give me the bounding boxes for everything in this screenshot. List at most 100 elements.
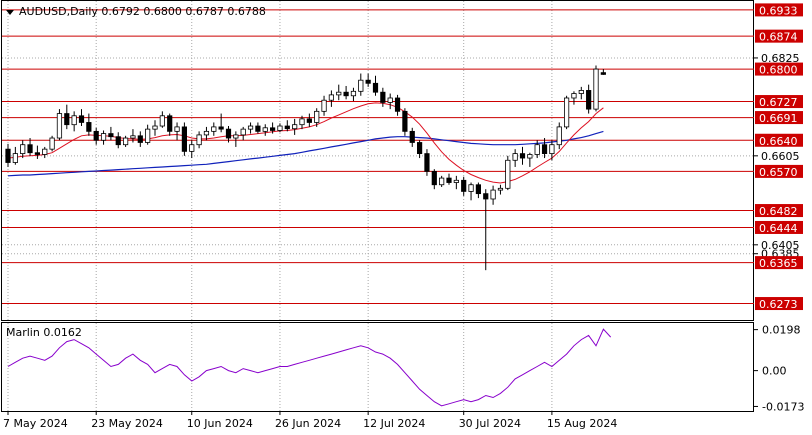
time-tick-label: 26 Jun 2024 (275, 417, 341, 430)
candle-body (34, 152, 41, 155)
level-label: 0.6874 (759, 31, 798, 44)
candle-body (292, 124, 298, 130)
candle-body (439, 177, 445, 186)
level-label: 0.6570 (759, 166, 798, 179)
candle-body (100, 133, 107, 141)
marlin-tick-label: -0.0173 (762, 400, 804, 413)
candle-body (424, 153, 430, 172)
candles (5, 65, 606, 271)
symbol-header: AUDUSD,Daily 0.6792 0.6800 0.6787 0.6788 (19, 5, 266, 18)
level-label-box (755, 111, 803, 125)
candle-body (571, 93, 577, 99)
level-label: 0.6691 (759, 112, 798, 125)
marlin-name: Marlin (6, 326, 40, 339)
candle-body (93, 130, 99, 141)
level-label-box (755, 220, 803, 234)
price-tick-label: 0.6405 (761, 239, 800, 252)
candle-body (284, 125, 290, 130)
time-tick-label: 15 Aug 2024 (547, 417, 617, 430)
level-label-box (755, 3, 803, 17)
candle-body (269, 127, 276, 131)
candle-body (336, 91, 342, 96)
candle-body (71, 115, 77, 126)
ma-fast-line (7, 102, 604, 184)
candle-body (211, 126, 217, 132)
level-label-box (755, 204, 803, 218)
time-axis: 7 May 2024 23 May 2024 10 Jun 2024 26 Jun 2… (3, 411, 617, 430)
candle-body (262, 127, 268, 132)
candle-body (174, 126, 180, 132)
candle-body (468, 184, 474, 192)
time-tick-label: 23 May 2024 (91, 417, 163, 430)
candle-body (490, 189, 496, 200)
candle-body (556, 126, 562, 146)
candle-body (446, 177, 452, 183)
candle-body (130, 135, 136, 139)
candle-body (137, 135, 143, 143)
marlin-header: Marlin 0.0162 (6, 326, 82, 339)
candle-body (152, 125, 158, 130)
candle-body (56, 113, 63, 139)
timeframe-label: Daily (70, 5, 98, 18)
candle-body (255, 125, 261, 132)
candle-body (167, 115, 173, 132)
candle-body (578, 90, 584, 94)
candle-body (78, 115, 85, 123)
level-label-box (755, 29, 803, 43)
ma-slow-line (7, 130, 604, 177)
candle-body (512, 153, 518, 161)
candle-body (225, 128, 232, 139)
level-label: 0.6273 (759, 298, 798, 311)
marlin-tick-label: 0.00 (762, 365, 787, 378)
candle-body (49, 137, 55, 150)
candle-body (549, 144, 555, 155)
candle-body (380, 91, 386, 103)
candle-body (534, 144, 540, 155)
marlin-value: 0.0162 (43, 326, 82, 339)
candle-body (461, 179, 467, 192)
candle-body (306, 118, 312, 123)
candle-body (5, 148, 11, 163)
candle-body (189, 144, 195, 152)
candle-body (233, 134, 239, 139)
candle-body (519, 153, 526, 159)
candle-body (586, 90, 592, 110)
collapse-triangle-icon[interactable] (6, 10, 14, 15)
candle-body (12, 153, 18, 163)
level-label-box (755, 62, 803, 76)
level-label: 0.6640 (759, 135, 798, 148)
candle-body (42, 148, 48, 155)
level-label: 0.6800 (759, 64, 798, 77)
candle-body (394, 97, 401, 112)
candle-body (541, 144, 548, 155)
candle-body (475, 184, 482, 195)
level-label-box (755, 297, 803, 311)
candle-body (196, 134, 202, 146)
candle-body (27, 144, 33, 154)
price-axis: 0.68250.66050.64050.63850.69330.68740.68… (754, 3, 804, 413)
level-label-box (755, 133, 803, 147)
candle-body (240, 128, 246, 136)
level-label-box (755, 95, 803, 109)
time-tick-label: 30 Jul 2024 (459, 417, 521, 430)
candle-body (564, 97, 570, 128)
candle-body (181, 126, 187, 152)
candle-body (350, 90, 357, 97)
level-label: 0.6482 (759, 205, 798, 218)
candle-body (108, 133, 114, 138)
candle-body (431, 171, 437, 186)
candle-body (372, 82, 379, 93)
time-tick-label: 7 May 2024 (3, 417, 68, 430)
level-label-box (755, 164, 803, 178)
candle-body (277, 125, 283, 131)
price-tick-label: 0.6825 (761, 52, 800, 65)
candle-body (402, 110, 408, 132)
candle-body (64, 113, 70, 126)
price-tick-label: 0.6605 (761, 150, 800, 163)
marlin-line (7, 328, 612, 407)
candle-body (593, 68, 599, 110)
candle-body (505, 159, 511, 189)
candle-body (123, 137, 129, 146)
candle-body (527, 154, 533, 159)
candle-body (365, 79, 371, 84)
